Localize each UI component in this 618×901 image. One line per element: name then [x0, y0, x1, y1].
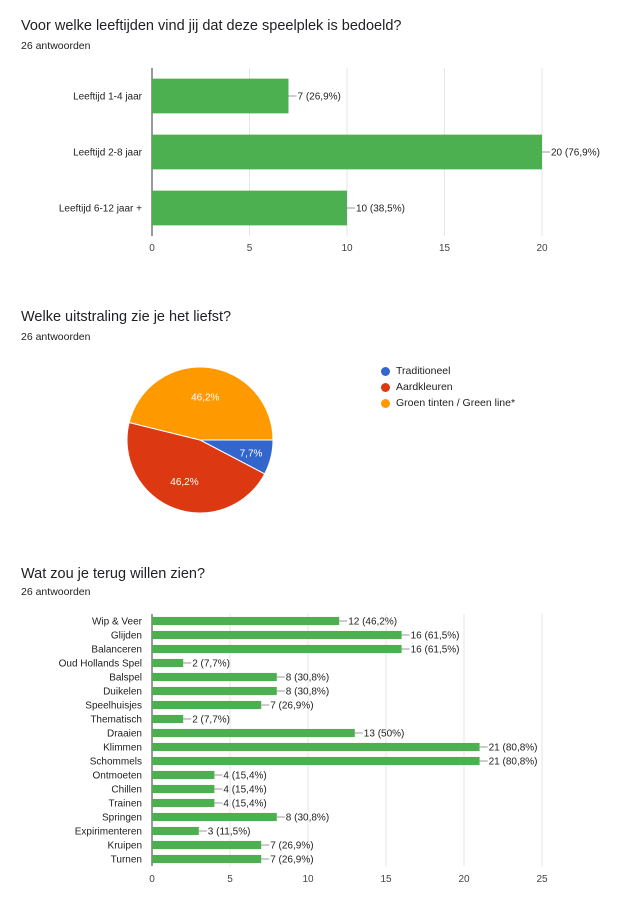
- data-label: 10 (38,5%): [356, 204, 405, 215]
- pie-chart-style: 7,7% 46,2% 46,2%: [126, 366, 274, 514]
- x-tick-label: 0: [149, 243, 155, 254]
- x-tick-label: 20: [458, 874, 470, 885]
- data-label: 4 (15,4%): [223, 799, 266, 810]
- slice-label: 7,7%: [240, 449, 263, 460]
- category-label: Thematisch: [90, 715, 142, 726]
- question-title: Voor welke leeftijden vind jij dat deze …: [21, 18, 402, 34]
- x-tick-label: 15: [380, 874, 392, 885]
- bar: [152, 812, 277, 822]
- bar: [152, 756, 480, 766]
- category-label: Wip & Veer: [92, 617, 143, 628]
- bar: [152, 798, 215, 808]
- category-label: Klimmen: [103, 743, 142, 754]
- category-label: Leeftijd 2-8 jaar: [73, 148, 143, 159]
- x-tick-label: 15: [439, 243, 451, 254]
- response-count: 26 antwoorden: [21, 40, 91, 52]
- pie-slice: [128, 366, 274, 441]
- data-label: 8 (30,8%): [286, 813, 329, 824]
- x-tick-label: 10: [302, 874, 314, 885]
- category-label: Trainen: [108, 799, 142, 810]
- bar: [152, 826, 199, 836]
- legend-swatch-icon: [381, 366, 390, 376]
- bar: [152, 714, 184, 724]
- bar: [152, 742, 480, 752]
- legend-swatch-icon: [381, 398, 390, 408]
- category-label: Balspel: [109, 673, 142, 684]
- legend-item: Groen tinten / Green line*: [381, 395, 515, 411]
- data-label: 8 (30,8%): [286, 673, 329, 684]
- bar: [152, 658, 184, 668]
- data-label: 16 (61,5%): [411, 631, 460, 642]
- bar: [152, 616, 340, 626]
- question-title: Welke uitstraling zie je het liefst?: [21, 309, 232, 325]
- legend-item: Traditioneel: [381, 363, 515, 379]
- data-label: 21 (80,8%): [489, 743, 538, 754]
- pie-legend: Traditioneel Aardkleuren Groen tinten / …: [381, 363, 515, 411]
- slice-label: 46,2%: [191, 393, 219, 404]
- bar: [152, 672, 277, 682]
- x-tick-label: 5: [227, 874, 233, 885]
- category-label: Expirimenteren: [75, 827, 142, 838]
- category-label: Chillen: [111, 785, 142, 796]
- category-label: Speelhuisjes: [85, 701, 142, 712]
- category-label: Ontmoeten: [93, 771, 142, 782]
- bar: [152, 770, 215, 780]
- category-label: Duikelen: [103, 687, 142, 698]
- category-label: Draaien: [107, 729, 142, 740]
- data-label: 8 (30,8%): [286, 687, 329, 698]
- data-label: 21 (80,8%): [489, 757, 538, 768]
- bar: [152, 190, 347, 226]
- x-tick-label: 0: [149, 874, 155, 885]
- data-label: 3 (11,5%): [208, 827, 251, 838]
- category-label: Glijden: [111, 631, 142, 642]
- slice-label: 46,2%: [170, 477, 198, 488]
- bar-chart-ages: 0 5 10 15 20 Leeftijd 1-4 jaar 7 (26,9%) Leefti…: [59, 68, 600, 254]
- category-label: Kruipen: [108, 841, 142, 852]
- response-count: 26 antwoorden: [21, 586, 91, 598]
- bar: [152, 686, 277, 696]
- category-label: Springen: [102, 813, 142, 824]
- x-tick-label: 25: [536, 874, 548, 885]
- data-label: 2 (7,7%): [192, 715, 230, 726]
- bar: [152, 700, 262, 710]
- x-tick-label: 10: [341, 243, 353, 254]
- legend-swatch-icon: [381, 382, 390, 392]
- bar: [152, 784, 215, 794]
- question-title: Wat zou je terug willen zien?: [21, 566, 206, 582]
- data-label: 7 (26,9%): [270, 701, 313, 712]
- x-tick-label: 5: [247, 243, 253, 254]
- bar: [152, 134, 542, 170]
- category-label: Turnen: [111, 855, 142, 866]
- legend-label: Groen tinten / Green line*: [396, 397, 516, 409]
- data-label: 7 (26,9%): [270, 841, 313, 852]
- data-label: 16 (61,5%): [411, 645, 460, 656]
- response-count: 26 antwoorden: [21, 331, 91, 343]
- category-label: Oud Hollands Spel: [59, 659, 142, 670]
- bar: [152, 840, 262, 850]
- legend-label: Aardkleuren: [396, 381, 453, 393]
- x-tick-label: 20: [536, 243, 548, 254]
- legend-label: Traditioneel: [396, 365, 451, 377]
- category-label: Leeftijd 6-12 jaar +: [59, 204, 142, 215]
- bar: [152, 630, 402, 640]
- bar: [152, 728, 355, 738]
- data-label: 7 (26,9%): [270, 855, 313, 866]
- bar: [152, 78, 289, 114]
- bar: [152, 644, 402, 654]
- bar: [152, 854, 262, 864]
- data-label: 7 (26,9%): [298, 92, 341, 103]
- category-label: Leeftijd 1-4 jaar: [73, 92, 143, 103]
- data-label: 4 (15,4%): [223, 771, 266, 782]
- legend-item: Aardkleuren: [381, 379, 515, 395]
- data-label: 4 (15,4%): [223, 785, 266, 796]
- category-label: Schommels: [90, 757, 142, 768]
- data-label: 13 (50%): [364, 729, 405, 740]
- data-label: 12 (46,2%): [348, 617, 397, 628]
- data-label: 2 (7,7%): [192, 659, 230, 670]
- pie-slice: [126, 421, 266, 514]
- data-label: 20 (76,9%): [551, 148, 600, 159]
- category-label: Balanceren: [91, 645, 142, 656]
